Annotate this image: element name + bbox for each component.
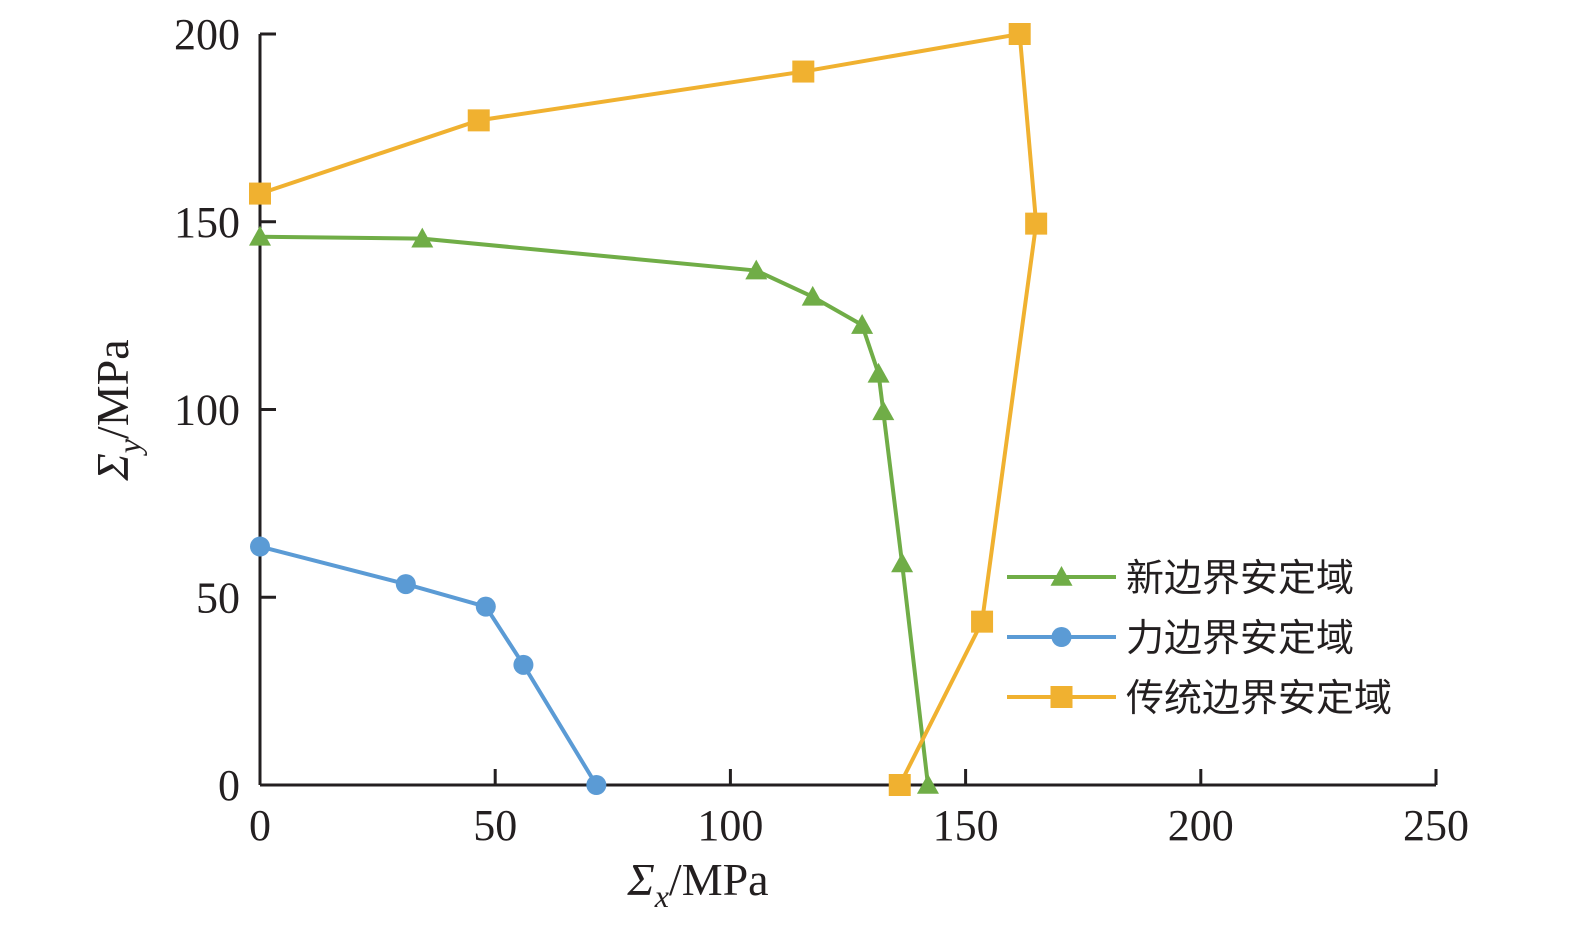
y-axis-symbol: Σ xyxy=(87,453,138,481)
legend-item: 传统边界安定域 xyxy=(1007,676,1392,720)
y-tick-label: 100 xyxy=(174,386,240,435)
x-ticks: 0 50 100 150 200 250 xyxy=(249,769,1469,850)
data-point xyxy=(801,285,824,306)
data-point xyxy=(249,182,271,205)
y-axis-title: Σy/MPa xyxy=(87,339,147,481)
data-point xyxy=(888,774,911,796)
x-tick-label: 0 xyxy=(249,801,271,850)
data-point xyxy=(971,610,994,633)
y-tick-label: 200 xyxy=(174,10,240,59)
data-point xyxy=(916,774,939,794)
x-tick-label: 250 xyxy=(1403,801,1469,850)
data-point xyxy=(586,775,607,795)
data-point xyxy=(891,552,914,573)
series-circle xyxy=(250,536,607,795)
legend-marker xyxy=(1051,627,1072,647)
data-point xyxy=(475,596,496,617)
data-point xyxy=(867,362,890,383)
data-point xyxy=(411,227,434,248)
series-triangle xyxy=(249,225,939,794)
legend-marker xyxy=(1050,686,1073,708)
legend-label: 传统边界安定域 xyxy=(1126,676,1392,720)
series-line xyxy=(259,234,930,786)
x-tick-label: 200 xyxy=(1168,801,1234,850)
x-tick-label: 100 xyxy=(697,801,763,850)
data-point xyxy=(249,225,271,246)
data-point xyxy=(395,574,416,595)
y-axis-unit: /MPa xyxy=(87,339,138,439)
x-axis-subscript: x xyxy=(654,878,669,914)
y-tick-label: 150 xyxy=(174,198,240,247)
x-axis-symbol: Σ xyxy=(626,854,654,905)
data-point xyxy=(513,654,534,675)
x-tick-label: 50 xyxy=(473,801,517,850)
data-point xyxy=(872,400,895,421)
data-point xyxy=(1008,23,1031,45)
axes: 0 50 100 150 200 250 0 50 100 150 200 xyxy=(174,10,1469,850)
series-line xyxy=(259,544,599,787)
y-tick-label: 0 xyxy=(218,761,240,810)
legend-marker xyxy=(1050,566,1073,586)
data-point xyxy=(467,109,490,132)
y-ticks: 0 50 100 150 200 xyxy=(174,10,276,810)
legend-item: 新边界安定域 xyxy=(1007,556,1354,600)
x-axis-title: Σx/MPa xyxy=(626,854,768,914)
x-axis-unit: /MPa xyxy=(669,854,769,905)
data-point xyxy=(851,314,874,334)
data-point xyxy=(1025,212,1048,235)
data-point xyxy=(792,60,815,83)
x-tick-label: 150 xyxy=(933,801,999,850)
legend-item: 力边界安定域 xyxy=(1007,616,1354,660)
y-tick-label: 50 xyxy=(196,573,240,622)
data-point xyxy=(250,536,270,557)
y-axis-subscript: y xyxy=(111,438,147,456)
series-square xyxy=(249,23,1048,796)
data-point xyxy=(745,259,768,280)
legend-label: 力边界安定域 xyxy=(1126,616,1354,660)
legend-label: 新边界安定域 xyxy=(1126,556,1354,600)
series-layer xyxy=(249,23,1048,796)
series-line xyxy=(259,32,1039,786)
